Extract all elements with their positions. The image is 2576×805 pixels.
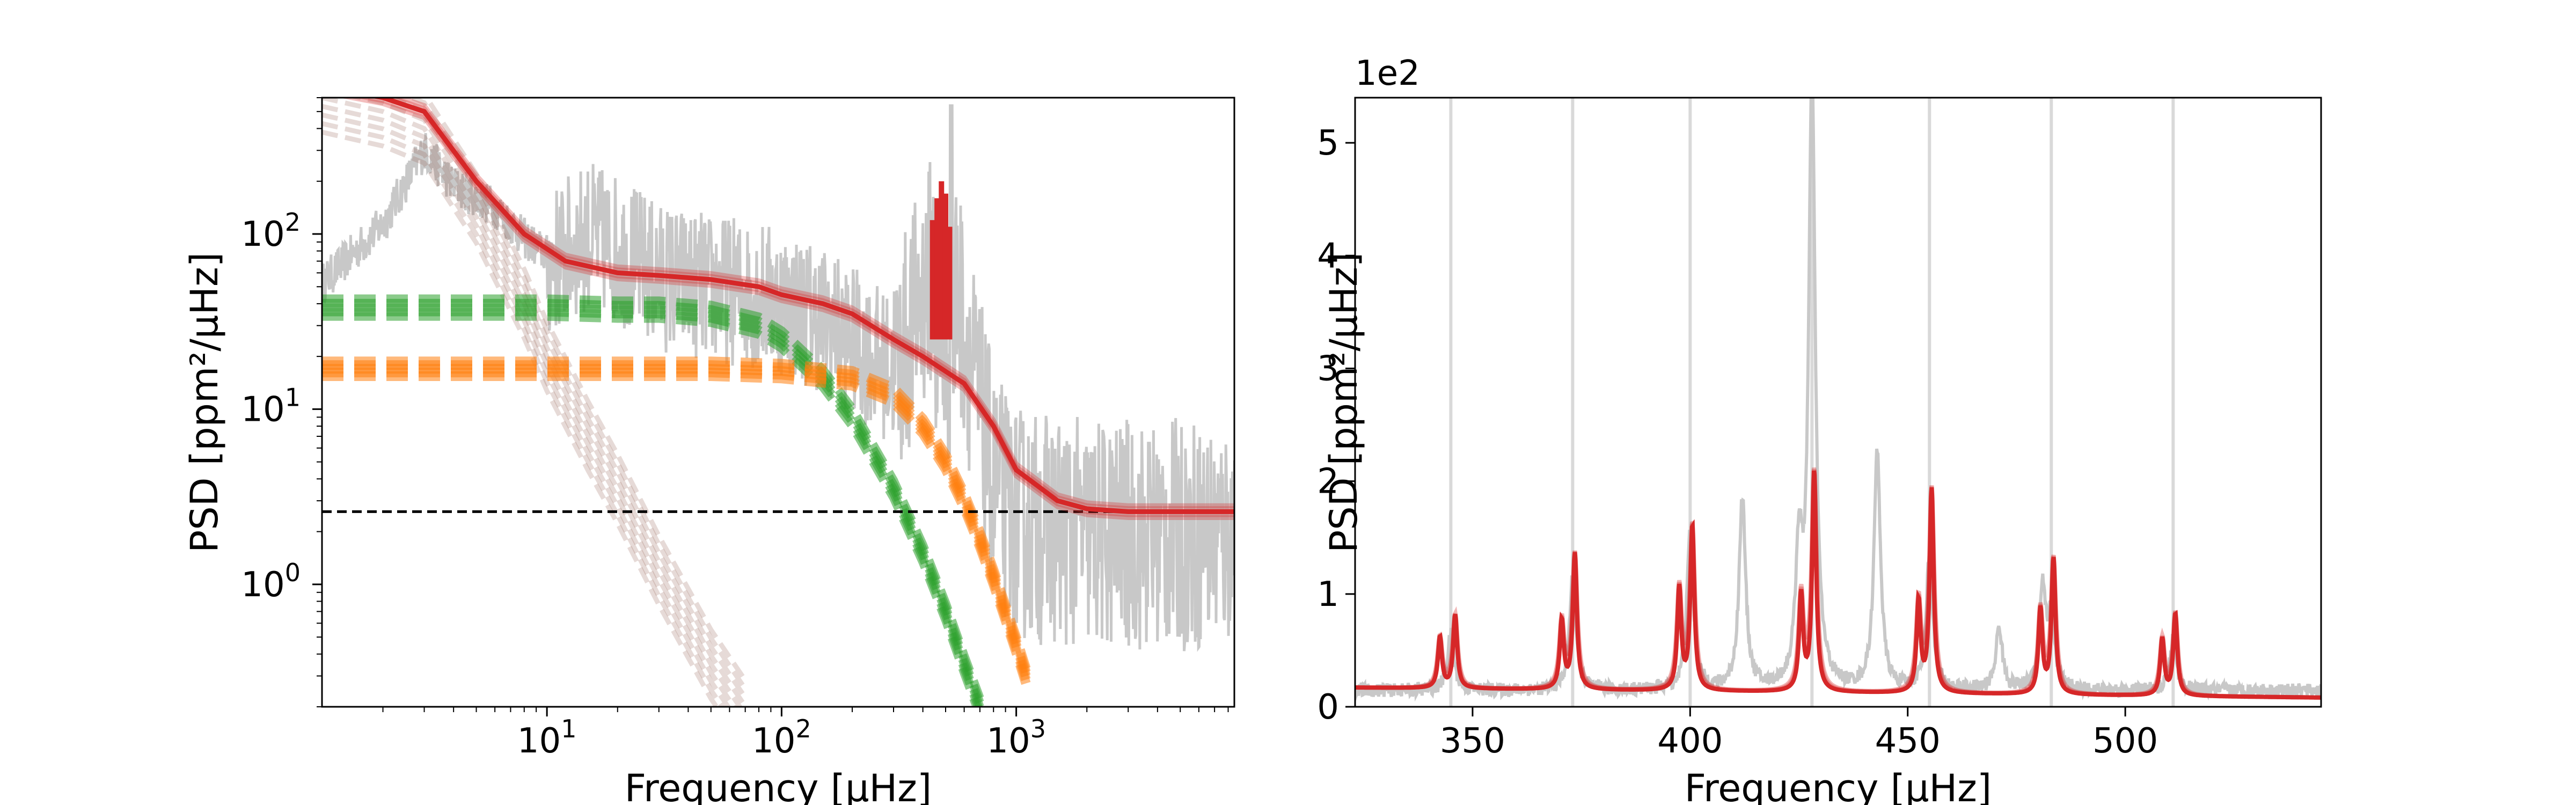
- right-x-tick-label: 400: [1657, 721, 1723, 761]
- right-ticks: 350 400 450 500 0 1 2 3 4 5: [1317, 123, 2158, 761]
- left-series-total-fit: [384, 98, 1234, 511]
- left-y-tick-label: 102: [241, 208, 301, 254]
- right-series-model-fit: [1355, 469, 2321, 700]
- left-plot-area: [322, 98, 1234, 707]
- right-series-model-fit: [1355, 467, 2321, 700]
- right-x-tick-label: 350: [1440, 721, 1505, 761]
- right-axes-frame: [1354, 97, 2322, 708]
- left-series-low-frequency: [322, 98, 743, 707]
- right-y-tick-label: 3: [1317, 349, 1339, 389]
- left-series-low-frequency: [322, 121, 726, 707]
- left-x-tick-label: 102: [752, 714, 811, 761]
- left-x-tick-label: 101: [517, 714, 577, 761]
- left-chart: 101 102 103 100 101 102 Frequency [μHz] PSD […: [182, 97, 1235, 805]
- left-y-axis-label: PSD [ppm²/μHz]: [182, 252, 226, 553]
- right-x-tick-label: 450: [1875, 721, 1941, 761]
- left-series-low-frequency: [384, 98, 748, 699]
- right-y-tick-label: 1: [1317, 575, 1339, 614]
- left-series-total-fit: [370, 98, 1234, 514]
- left-ticks: 101 102 103 100 101 102: [241, 97, 1229, 761]
- left-x-axis-label: Frequency [μHz]: [625, 766, 932, 805]
- right-chart: 350 400 450 500 0 1 2 3 4 5 1e2 Frequency [μHz] P…: [1317, 54, 2322, 805]
- right-x-axis-label: Frequency [μHz]: [1685, 766, 1992, 805]
- right-y-tick-label: 0: [1317, 687, 1339, 727]
- left-series-granulation-2: [322, 356, 1031, 670]
- left-series-low-frequency: [406, 98, 748, 691]
- left-series-low-frequency: [423, 98, 748, 682]
- left-series-total-fit: [393, 98, 1234, 508]
- right-x-tick-label: 500: [2092, 721, 2158, 761]
- right-y-tick-label: 2: [1317, 462, 1339, 502]
- left-series-low-frequency: [322, 129, 720, 707]
- right-series-power-spectrum: [1355, 98, 2321, 704]
- left-series-low-frequency: [322, 112, 731, 707]
- left-series-granulation-1: [322, 294, 984, 700]
- right-series-model-fit: [1355, 470, 2321, 700]
- right-y-tick-label: 4: [1317, 236, 1339, 276]
- left-y-tick-label: 100: [241, 558, 301, 605]
- left-y-tick-label: 101: [241, 383, 301, 429]
- left-series-total-fit: [339, 98, 1234, 520]
- right-plot-area: [1355, 98, 2321, 707]
- left-series-low-frequency: [349, 98, 748, 707]
- right-offset-text: 1e2: [1355, 54, 1420, 93]
- right-y-tick-label: 5: [1317, 123, 1339, 163]
- right-y-axis-label: PSD [ppm²/μHz]: [1322, 252, 1366, 553]
- left-series-low-frequency: [322, 104, 737, 707]
- left-axes-frame: [321, 97, 1235, 708]
- left-x-tick-label: 103: [986, 714, 1046, 761]
